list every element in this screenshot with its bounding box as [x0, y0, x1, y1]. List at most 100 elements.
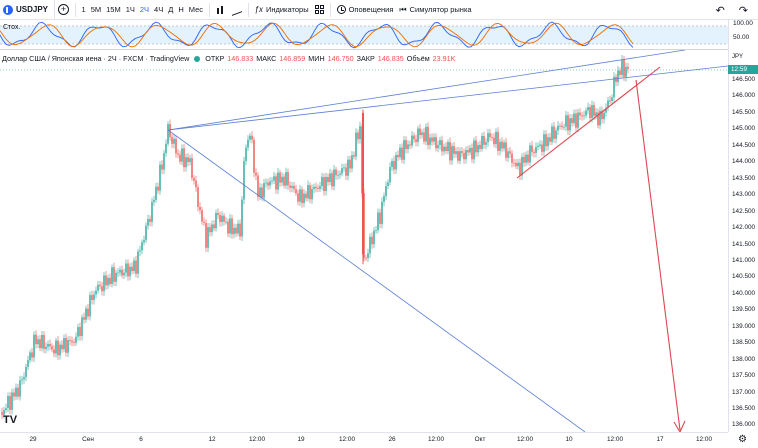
candle-body [401, 147, 403, 160]
time-scale[interactable]: 29 Сен 6 12 12:00 19 12:00 26 12:00 Окт 12:00 10 12:… [0, 432, 728, 448]
candle-body [397, 154, 399, 158]
price-tick: 136.000 [732, 421, 756, 429]
candle-body [199, 206, 201, 211]
candle-body [427, 126, 429, 145]
redo-icon[interactable]: ↷ [738, 4, 748, 17]
compare-symbol-button[interactable]: + [55, 0, 72, 20]
timeframe-5m[interactable]: 5М [90, 5, 102, 14]
candle-body [557, 125, 559, 131]
candle-body [551, 126, 553, 142]
candle-body [257, 175, 259, 197]
candle-body [5, 408, 7, 410]
candle-body [359, 126, 361, 140]
legend-high-label: МАКС [256, 54, 277, 63]
candle-body [57, 340, 59, 356]
candle-body [621, 59, 623, 75]
timeframe-1h[interactable]: 1Ч [125, 5, 135, 14]
candle-body [29, 352, 31, 361]
chart-type-candles-button[interactable] [213, 0, 229, 20]
timeframe-month[interactable]: Мес [188, 5, 203, 14]
candle-body [327, 176, 329, 183]
candle-body [43, 334, 45, 349]
candle-body [127, 263, 129, 277]
candle-body [283, 176, 285, 186]
candle-body [317, 188, 319, 189]
candle-body [389, 166, 391, 183]
indicators-icon: ƒx [254, 5, 263, 14]
time-tick: 12:00 [249, 436, 265, 443]
timeframe-4h[interactable]: 4Ч [154, 5, 164, 14]
candle-body [597, 112, 599, 126]
stochastic-scale[interactable]: 100.00 50.00 [728, 20, 758, 50]
price-scale[interactable]: 146.500 146.000 145.500 145.000 144.500 144.0… [728, 50, 758, 432]
candle-body [433, 137, 435, 142]
timeframe-15m[interactable]: 15М [106, 5, 121, 14]
alerts-button[interactable]: Оповещения [334, 0, 397, 20]
candle-body [241, 199, 243, 237]
timeframe-1m[interactable]: 1 [81, 5, 86, 14]
candle-body [449, 142, 451, 161]
candle-body [311, 188, 313, 200]
price-chart[interactable] [0, 50, 728, 432]
candle-body [143, 240, 145, 243]
chart-type-line-button[interactable] [229, 0, 245, 20]
layout-templates-button[interactable] [312, 0, 327, 20]
candle-body [103, 275, 105, 292]
candle-body [109, 277, 111, 284]
candle-body [93, 294, 95, 300]
candle-body [251, 135, 253, 140]
settings-gear-icon[interactable]: ⚙ [738, 434, 747, 445]
candle-body [79, 327, 81, 337]
candle-body [235, 227, 237, 234]
price-tick: 141.500 [732, 240, 756, 248]
candle-body [113, 267, 115, 282]
candle-body [233, 227, 235, 235]
price-tick: 145.500 [732, 108, 756, 116]
candle-body [325, 176, 327, 192]
candle-body [497, 131, 499, 151]
candle-body [189, 158, 191, 163]
symbol-search-button[interactable]: USDJPY [0, 0, 56, 20]
price-tick: 143.000 [732, 191, 756, 199]
candle-body [615, 76, 617, 82]
stochastic-pane[interactable]: Стох. [0, 20, 728, 50]
candle-body [509, 151, 511, 154]
candle-body [609, 100, 611, 102]
replay-button[interactable]: ⏮ Симулятор рынка [396, 0, 474, 20]
candle-body [139, 250, 141, 252]
candle-body [117, 272, 119, 274]
price-tick: 146.000 [732, 92, 756, 100]
price-tick: 140.000 [732, 289, 756, 297]
candle-body [439, 140, 441, 146]
timeframe-2h[interactable]: 2Ч [139, 5, 150, 14]
indicators-button[interactable]: ƒx Индикаторы [252, 0, 312, 20]
candle-body [175, 138, 177, 154]
candle-body [253, 139, 255, 173]
candle-body [377, 212, 379, 231]
candle-body [489, 133, 491, 138]
trendline-lower-blue [167, 129, 586, 432]
timeframe-day[interactable]: Д [168, 5, 174, 14]
candle-body [163, 153, 165, 170]
candle-body [627, 66, 629, 69]
candle-body [231, 218, 233, 235]
candle-body [613, 76, 615, 98]
candle-body [391, 161, 393, 167]
timeframe-week[interactable]: Н [178, 5, 184, 14]
candle-body [461, 151, 463, 154]
candle-body [559, 125, 561, 127]
candle-body [313, 186, 315, 189]
price-tick: 143.500 [732, 174, 756, 182]
candle-body [441, 140, 443, 152]
candle-body [165, 143, 167, 154]
candle-body [13, 392, 15, 397]
candle-body [239, 223, 241, 237]
candle-body [405, 140, 407, 150]
candle-body [17, 387, 19, 397]
candle-body [521, 156, 523, 176]
undo-redo-group: ↶ ↷ [716, 0, 748, 20]
undo-icon[interactable]: ↶ [715, 4, 725, 17]
rewind-icon: ⏮ [399, 4, 407, 14]
candle-body [201, 210, 203, 222]
legend-volume: 23.91K [432, 54, 456, 63]
